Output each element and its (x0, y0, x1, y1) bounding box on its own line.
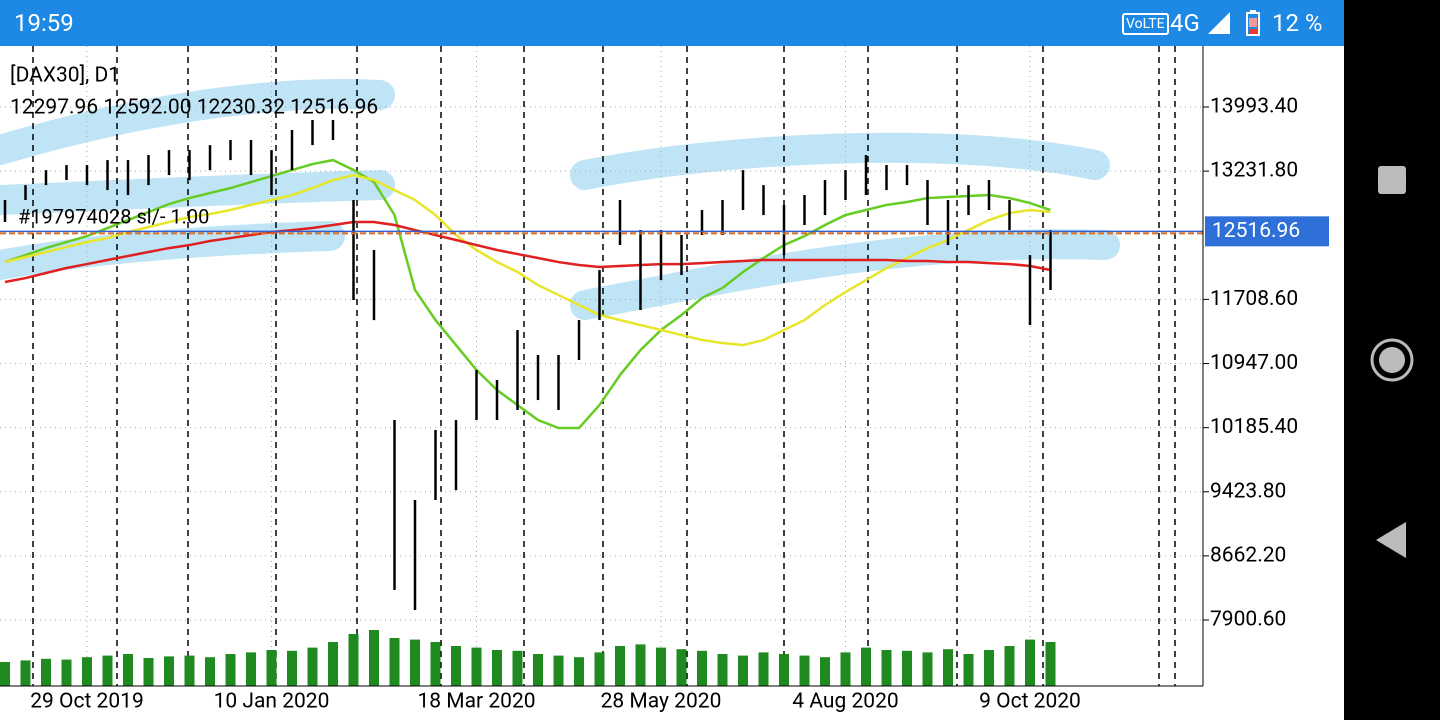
back-button[interactable] (1376, 522, 1406, 558)
volume-bar (287, 650, 297, 686)
volume-bar (574, 657, 584, 686)
volume-bar (328, 642, 338, 686)
chart: 13993.40 13231.80 11708.60 10947.00 10185.40… (0, 46, 1344, 720)
volume-bar (553, 655, 564, 686)
volume-bar (881, 650, 892, 686)
volume-bar (738, 655, 748, 686)
volume-bar (451, 646, 461, 686)
nav-icons (1370, 166, 1414, 558)
volume-bar (123, 654, 133, 686)
volume-bar (779, 654, 789, 686)
status-bar: 19:59 VoLTE 4G 12 % (0, 0, 1344, 46)
home-dot (1379, 347, 1405, 373)
volume-bar (143, 658, 154, 686)
x-tick-label: 10 Jan 2020 (214, 690, 330, 714)
y-tick-label: 13993.40 (1210, 95, 1298, 119)
y-tick-label: 11708.60 (1210, 287, 1298, 311)
volume-bar (861, 647, 871, 686)
volume-bar (1025, 639, 1035, 686)
volume-bar (963, 654, 974, 686)
x-tick-label: 28 May 2020 (601, 690, 722, 714)
ohlc-values: 12297.96 12592.00 12230.32 12516.96 (10, 96, 378, 120)
volume-bar (348, 634, 359, 686)
x-tick-label: 9 Oct 2020 (979, 690, 1081, 714)
highlight (0, 170, 395, 215)
chart-title: [DAX30], D1 (10, 64, 120, 88)
volte-icon: VoLTE (1122, 13, 1169, 35)
moving-average (4, 158, 1051, 430)
recents-button[interactable] (1378, 166, 1406, 194)
volume-bar (717, 654, 728, 686)
signal-icon (1208, 12, 1230, 34)
price-tag-label: 12516.96 (1212, 219, 1300, 243)
price-tag (1205, 216, 1329, 247)
navigation-bar (1344, 0, 1440, 720)
volume-bar (594, 652, 605, 686)
volume-bar (471, 647, 482, 686)
y-tick-label: 10947.00 (1210, 351, 1298, 375)
moving-average (4, 173, 1051, 347)
volume-bar (102, 655, 113, 686)
volume-bar (307, 647, 318, 686)
volume-bar (533, 654, 543, 686)
volume-bar (164, 656, 174, 686)
volume-bar (1004, 646, 1015, 686)
x-tick-label: 29 Oct 2019 (30, 690, 144, 714)
volume-bar (41, 658, 51, 686)
drawn-highlights (0, 79, 1120, 320)
volume-bar (0, 662, 10, 686)
volume-bar (205, 657, 215, 686)
volume-bar (758, 652, 769, 686)
volume-bar (512, 650, 523, 686)
volume-bar (184, 655, 195, 686)
volume-bar (389, 638, 400, 686)
volume-bar (246, 652, 256, 686)
highlight (570, 229, 1120, 320)
x-tick-label: 18 Mar 2020 (417, 690, 535, 714)
volume-bar (902, 650, 912, 686)
volume-bar (266, 650, 277, 686)
volume-bar (410, 639, 420, 686)
battery-level: 12 % (1272, 9, 1323, 37)
volume-bar (840, 652, 851, 686)
y-tick-label: 10185.40 (1210, 415, 1298, 439)
volume-bar (697, 650, 707, 686)
volume-bar (225, 654, 236, 686)
battery-icon (1246, 10, 1260, 36)
volume-bar (676, 649, 687, 686)
order-annotation: #197974028 sl/- 1.00 (18, 204, 209, 228)
volume-bar (656, 647, 666, 686)
volume-bar (82, 657, 92, 686)
volume-bar (922, 652, 933, 686)
moving-average (4, 220, 1051, 284)
volume-bar (943, 649, 953, 686)
clock: 19:59 (14, 9, 74, 37)
volume-bar (1045, 642, 1056, 686)
volume-bar (820, 657, 830, 686)
y-tick-label: 13231.80 (1210, 159, 1298, 183)
y-tick-label: 9423.80 (1210, 479, 1286, 503)
volume-bar (799, 655, 810, 686)
highlight (570, 132, 1110, 190)
volume-bar (430, 642, 441, 686)
volume-bar (369, 630, 379, 686)
highlight (0, 79, 395, 165)
volume-bar (492, 650, 502, 686)
volume-bar (20, 660, 31, 686)
volume-bar (615, 646, 625, 686)
volume-bar (984, 650, 994, 686)
y-tick-label: 7900.60 (1210, 608, 1286, 632)
y-tick-label: 8662.20 (1210, 543, 1286, 567)
volume-bar (61, 659, 72, 686)
home-button[interactable] (1370, 338, 1414, 382)
signal-type: 4G (1170, 9, 1200, 37)
x-tick-label: 4 Aug 2020 (792, 690, 898, 714)
volume-bar (635, 644, 646, 686)
